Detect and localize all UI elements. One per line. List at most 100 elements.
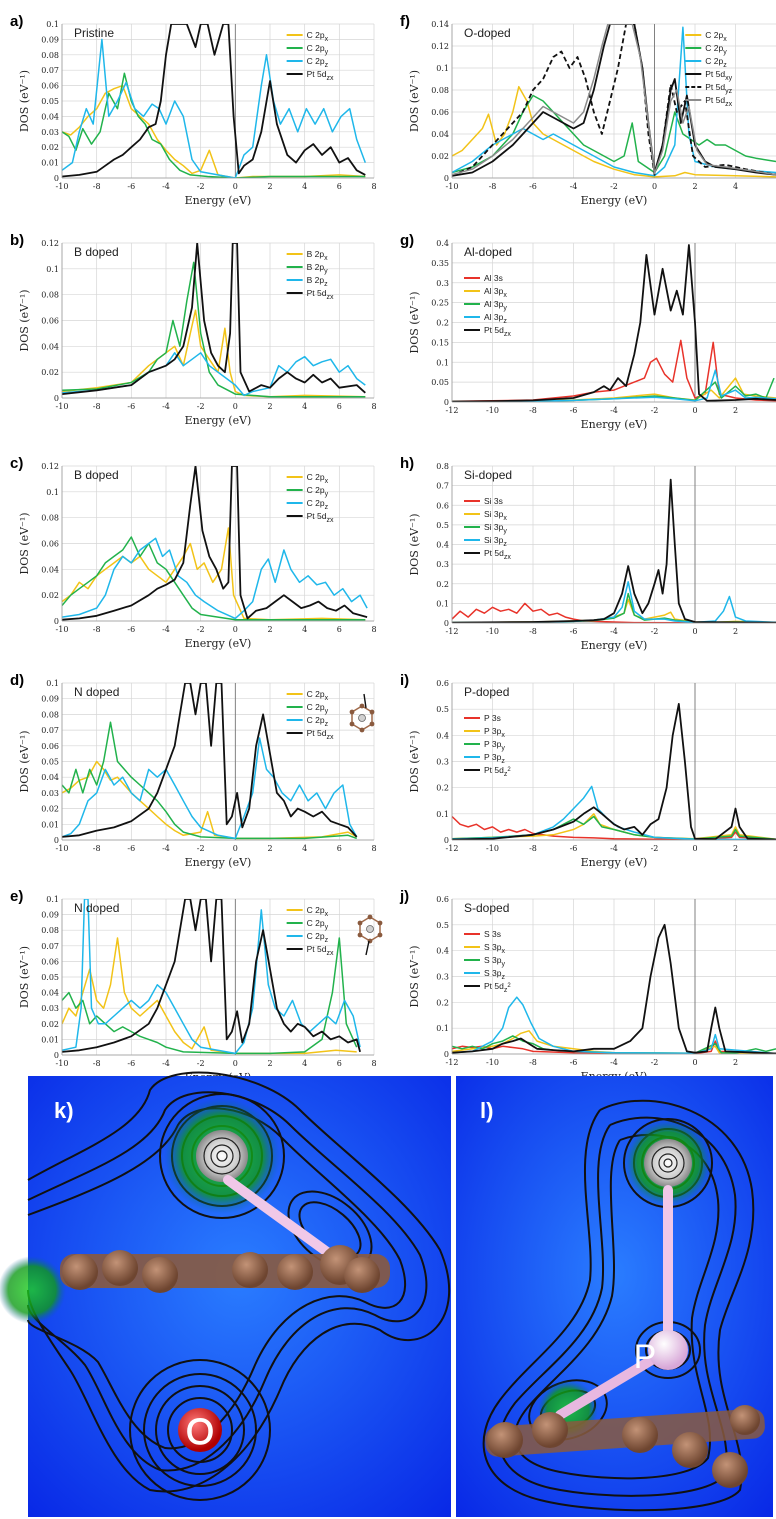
- y-tick-label-b-0: 0: [54, 394, 59, 403]
- y-tick-label-f-1: 0.02: [431, 152, 449, 161]
- x-tick-label-h-3: -6: [570, 627, 578, 636]
- legend-label-g-4: Pt 5dzx: [484, 325, 511, 338]
- x-tick-label-d-0: -10: [56, 844, 69, 853]
- x-tick-label-f-6: 2: [692, 182, 697, 191]
- series-line-d-1: [62, 721, 357, 840]
- dos-panel-c: -10 -8 -6 -4 -2 0 2 4 6 8 0 0.02 0.04 0.06 0.08 0.1 0.12…: [10, 455, 377, 650]
- y-tick-label-a-3: 0.03: [41, 128, 59, 137]
- y-tick-label-e-3: 0.03: [41, 1004, 59, 1013]
- x-tick-label-a-2: -6: [127, 182, 135, 191]
- y-tick-label-d-2: 0.02: [41, 805, 59, 814]
- series-line-c-3: [62, 466, 368, 621]
- series-group-g: [452, 244, 776, 402]
- legend-label-f-5: Pt 5dzx: [705, 95, 732, 108]
- y-tick-label-g-6: 0.3: [436, 279, 449, 288]
- panel-title-f: O-doped: [464, 26, 511, 40]
- y-tick-label-h-3: 0.3: [436, 560, 449, 569]
- y-tick-label-e-7: 0.07: [41, 942, 59, 951]
- series-line-g-4: [452, 244, 776, 402]
- y-tick-label-h-5: 0.5: [436, 521, 449, 530]
- contour-l-bond-diagonal: [555, 1350, 665, 1420]
- series-line-d-2: [62, 737, 358, 840]
- molecule-inset-e-atom-0: [357, 920, 363, 926]
- x-tick-label-d-2: -6: [127, 844, 135, 853]
- y-tick-label-j-0: 0: [444, 1050, 449, 1059]
- x-axis-label-a: Energy (eV): [185, 194, 252, 207]
- x-tick-label-g-1: -10: [486, 406, 499, 415]
- y-tick-label-j-4: 0.4: [436, 947, 449, 956]
- y-tick-label-g-7: 0.35: [431, 259, 449, 268]
- panel-label-b: b): [10, 232, 24, 249]
- y-tick-label-d-0: 0: [54, 836, 59, 845]
- x-tick-label-e-2: -6: [127, 1059, 135, 1068]
- panel-title-d: N doped: [74, 685, 119, 699]
- dos-panel-h: -12 -10 -8 -6 -4 -2 0 2 0 0.1 0.2 0.3 0.4 0.5 0.6 0.7 0.…: [400, 455, 776, 652]
- y-tick-label-e-1: 0.01: [41, 1035, 59, 1044]
- gridlines-c: [61, 465, 375, 622]
- x-tick-label-f-1: -8: [489, 182, 497, 191]
- molecule-inset-d-atom-5: [349, 721, 355, 727]
- y-tick-label-i-5: 0.5: [436, 705, 449, 714]
- x-tick-label-h-6: 0: [692, 627, 697, 636]
- x-tick-label-c-3: -4: [162, 625, 170, 634]
- y-tick-label-j-1: 0.1: [436, 1024, 449, 1033]
- y-tick-label-f-7: 0.14: [431, 20, 449, 29]
- legend-label-g-1: Al 3px: [484, 286, 507, 299]
- series-group-e: [62, 899, 361, 1055]
- contour-l-p-atom: [648, 1330, 688, 1370]
- series-line-c-0: [62, 527, 366, 621]
- y-axis-label-e: DOS (eV⁻¹): [18, 946, 31, 1008]
- x-tick-label-f-0: -10: [446, 182, 459, 191]
- x-tick-label-b-5: 0: [233, 402, 238, 411]
- x-tick-label-e-3: -4: [162, 1059, 170, 1068]
- dos-panel-d: -10 -8 -6 -4 -2 0 2 4 6 8 0 0.01 0.02 0.03 0.04 0.05 0.0…: [10, 672, 377, 869]
- x-tick-label-a-5: 0: [233, 182, 238, 191]
- y-tick-label-c-6: 0.12: [41, 462, 59, 471]
- y-tick-label-e-8: 0.08: [41, 926, 59, 935]
- dos-panel-f: -10 -8 -6 -4 -2 0 2 4 0 0.02 0.04 0.06 0.08 0.1 0.12 0.…: [400, 13, 776, 207]
- x-tick-label-e-8: 6: [337, 1059, 342, 1068]
- x-tick-label-d-4: -2: [197, 844, 205, 853]
- y-tick-label-h-8: 0.8: [436, 462, 449, 471]
- x-tick-label-d-3: -4: [162, 844, 170, 853]
- y-tick-label-i-0: 0: [444, 836, 449, 845]
- y-tick-label-j-6: 0.6: [436, 895, 449, 904]
- y-tick-label-d-10: 0.1: [46, 679, 59, 688]
- x-tick-label-e-6: 2: [267, 1059, 272, 1068]
- y-tick-label-i-1: 0.1: [436, 810, 449, 819]
- legend-label-d-1: C 2py: [307, 702, 329, 715]
- legend-label-h-4: Pt 5dzx: [484, 548, 511, 561]
- legend-label-e-0: C 2px: [307, 905, 329, 918]
- panel-title-e: N doped: [74, 901, 119, 915]
- y-tick-label-e-6: 0.06: [41, 957, 59, 966]
- y-tick-label-f-6: 0.12: [431, 42, 449, 51]
- y-tick-label-h-4: 0.4: [436, 541, 449, 550]
- x-tick-label-c-2: -6: [127, 625, 135, 634]
- x-tick-label-e-5: 0: [233, 1059, 238, 1068]
- x-tick-label-g-0: -12: [446, 406, 459, 415]
- x-tick-label-d-1: -8: [93, 844, 101, 853]
- y-axis-label-i: DOS (eV⁻¹): [408, 730, 421, 792]
- y-axis-label-c: DOS (eV⁻¹): [18, 512, 31, 574]
- y-tick-label-b-4: 0.08: [41, 291, 59, 300]
- contour-k-bond: [223, 1175, 350, 1270]
- legend-label-a-1: C 2py: [307, 43, 329, 56]
- molecule-inset-e-arrow: [365, 940, 370, 956]
- panel-label-g: g): [400, 232, 414, 249]
- y-tick-label-e-5: 0.05: [41, 973, 59, 982]
- x-tick-label-a-1: -8: [93, 182, 101, 191]
- y-tick-label-c-2: 0.04: [41, 565, 59, 574]
- panel-label-f: f): [400, 13, 410, 30]
- series-line-e-2: [62, 899, 361, 1055]
- panel-label-h: h): [400, 455, 414, 472]
- panel-title-g: Al-doped: [464, 245, 512, 259]
- legend-label-a-3: Pt 5dzx: [307, 69, 334, 82]
- x-tick-label-a-9: 8: [371, 182, 376, 191]
- molecule-inset-d-arrow: [363, 693, 367, 709]
- x-tick-label-f-4: -2: [610, 182, 618, 191]
- x-tick-label-a-0: -10: [56, 182, 69, 191]
- y-axis-label-j: DOS (eV⁻¹): [408, 945, 421, 1007]
- x-tick-label-d-9: 8: [371, 844, 376, 853]
- legend-label-a-0: C 2px: [307, 30, 329, 43]
- y-tick-label-g-4: 0.2: [436, 319, 449, 328]
